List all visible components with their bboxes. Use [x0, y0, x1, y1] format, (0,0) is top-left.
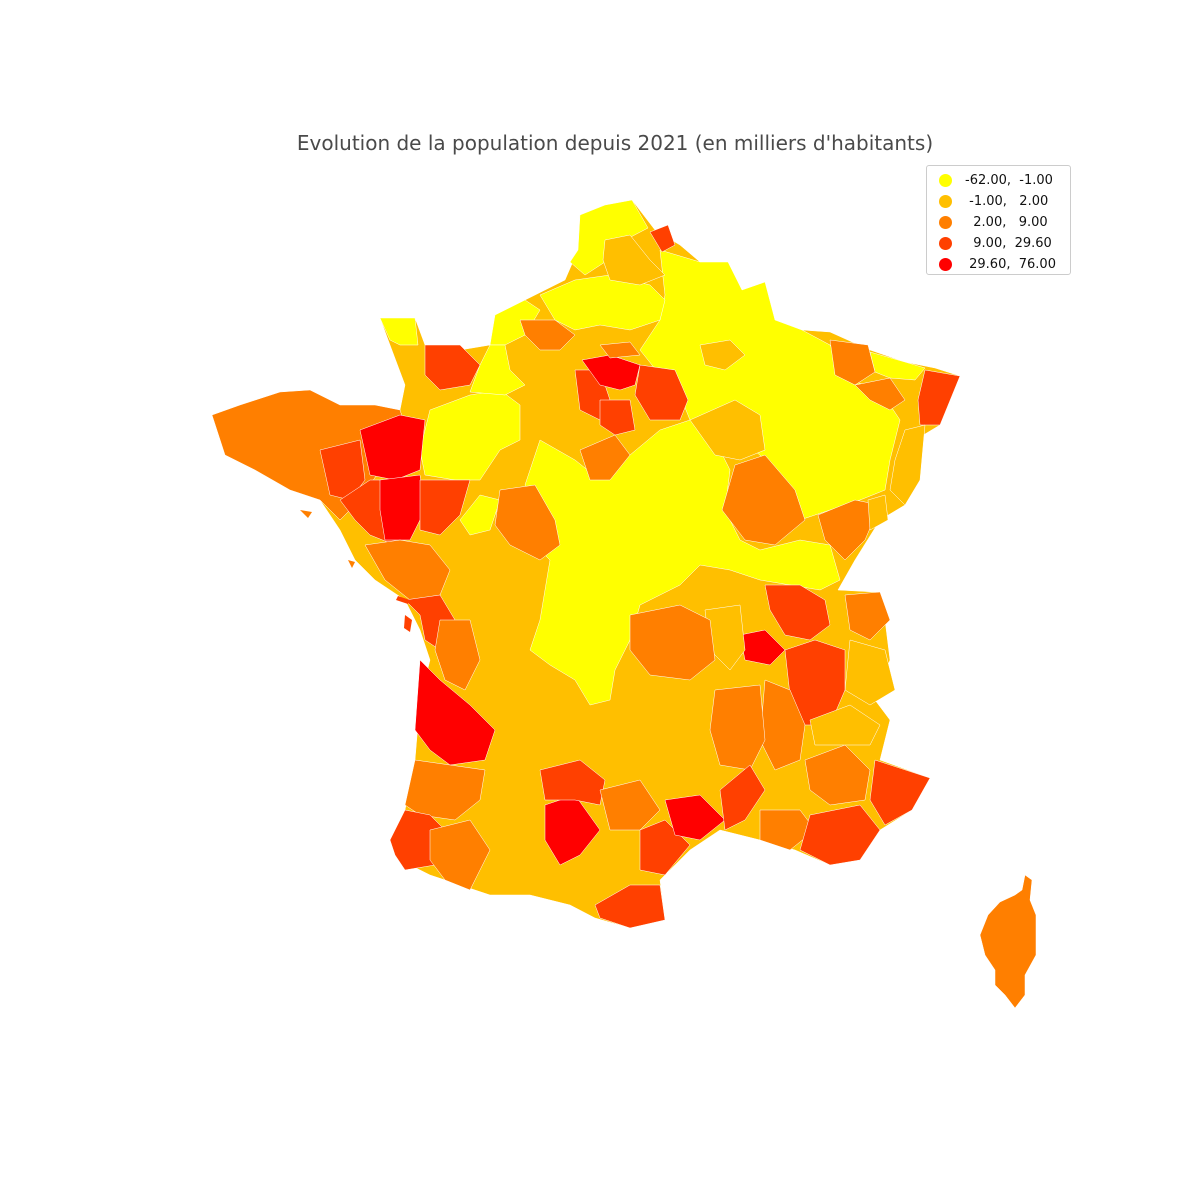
region-alpes-maritimes	[869, 759, 931, 826]
legend-label: 29.60, 76.00	[965, 256, 1056, 272]
region-moselle-east	[854, 377, 906, 411]
region-savoie	[844, 639, 896, 706]
region-orne	[469, 344, 526, 396]
legend-item: 2.00, 9.00	[939, 212, 1048, 232]
legend-swatch	[939, 257, 952, 271]
legend-label: 9.00, 29.60	[965, 235, 1052, 251]
region-gard	[719, 764, 766, 831]
region-haut-rhin	[889, 424, 926, 506]
region-puy-de-dome	[629, 604, 716, 681]
region-vendee	[364, 539, 451, 601]
legend-label: -62.00, -1.00	[965, 172, 1053, 188]
region-eure	[519, 319, 576, 351]
region-cote-d-or	[721, 454, 806, 546]
island-belle-ile	[300, 510, 312, 518]
region-picardie	[539, 274, 666, 331]
region-val-d-oise	[599, 341, 641, 359]
corsica	[979, 874, 1037, 1009]
legend-item: -62.00, -1.00	[939, 170, 1053, 190]
region-charente	[434, 619, 481, 691]
legend-item: 29.60, 76.00	[939, 254, 1056, 274]
region-lyon	[739, 629, 786, 666]
map-title: Evolution de la population depuis 2021 (…	[296, 131, 934, 155]
region-moselle	[829, 339, 876, 386]
region-cotentin	[379, 317, 419, 346]
region-doubs	[817, 499, 881, 561]
region-aude-herault	[599, 779, 661, 831]
region-landes	[404, 759, 486, 821]
region-lille	[649, 224, 676, 253]
island-oleron	[404, 615, 412, 632]
legend-swatch	[939, 215, 952, 229]
region-hautes-alpes	[809, 704, 881, 746]
region-maine-et-loire	[419, 479, 471, 536]
region-essonne	[599, 399, 636, 436]
region-montpellier	[664, 794, 726, 841]
region-manche	[424, 344, 481, 391]
legend: -62.00, -1.00 -1.00, 2.00 2.00, 9.00 9.0…	[926, 165, 1071, 275]
region-seine-et-marne	[634, 364, 689, 421]
region-gironde	[414, 659, 496, 766]
region-loiret	[579, 434, 631, 481]
legend-item: 9.00, 29.60	[939, 233, 1052, 253]
mainland-france	[211, 199, 961, 929]
region-corsica	[979, 874, 1037, 1009]
region-nord-pas	[602, 234, 666, 286]
legend-label: -1.00, 2.00	[965, 193, 1049, 209]
region-haute-savoie	[844, 591, 891, 641]
island-re	[396, 596, 410, 604]
region-tarn	[539, 759, 606, 806]
region-loir-et-cher	[494, 484, 561, 561]
region-aube	[689, 399, 766, 461]
region-territoire	[867, 494, 889, 531]
legend-swatch	[939, 194, 952, 208]
islands	[300, 510, 412, 632]
region-marne-mid	[699, 339, 746, 371]
region-pyrenees-orientales	[594, 884, 666, 929]
region-vendee-north	[459, 494, 501, 536]
region-bas-rhin	[917, 369, 961, 426]
region-bouches-du-rhone	[759, 809, 816, 851]
legend-item: -1.00, 2.00	[939, 191, 1048, 211]
region-gers-bearn	[429, 819, 491, 891]
island-noirmoutier	[348, 560, 355, 568]
legend-label: 2.00, 9.00	[965, 214, 1048, 230]
region-ille-et-vilaine	[359, 414, 426, 481]
region-ain	[764, 584, 831, 641]
region-nantes	[379, 474, 426, 541]
legend-swatch	[939, 236, 952, 250]
legend-swatch	[939, 173, 952, 187]
region-var	[799, 804, 881, 866]
